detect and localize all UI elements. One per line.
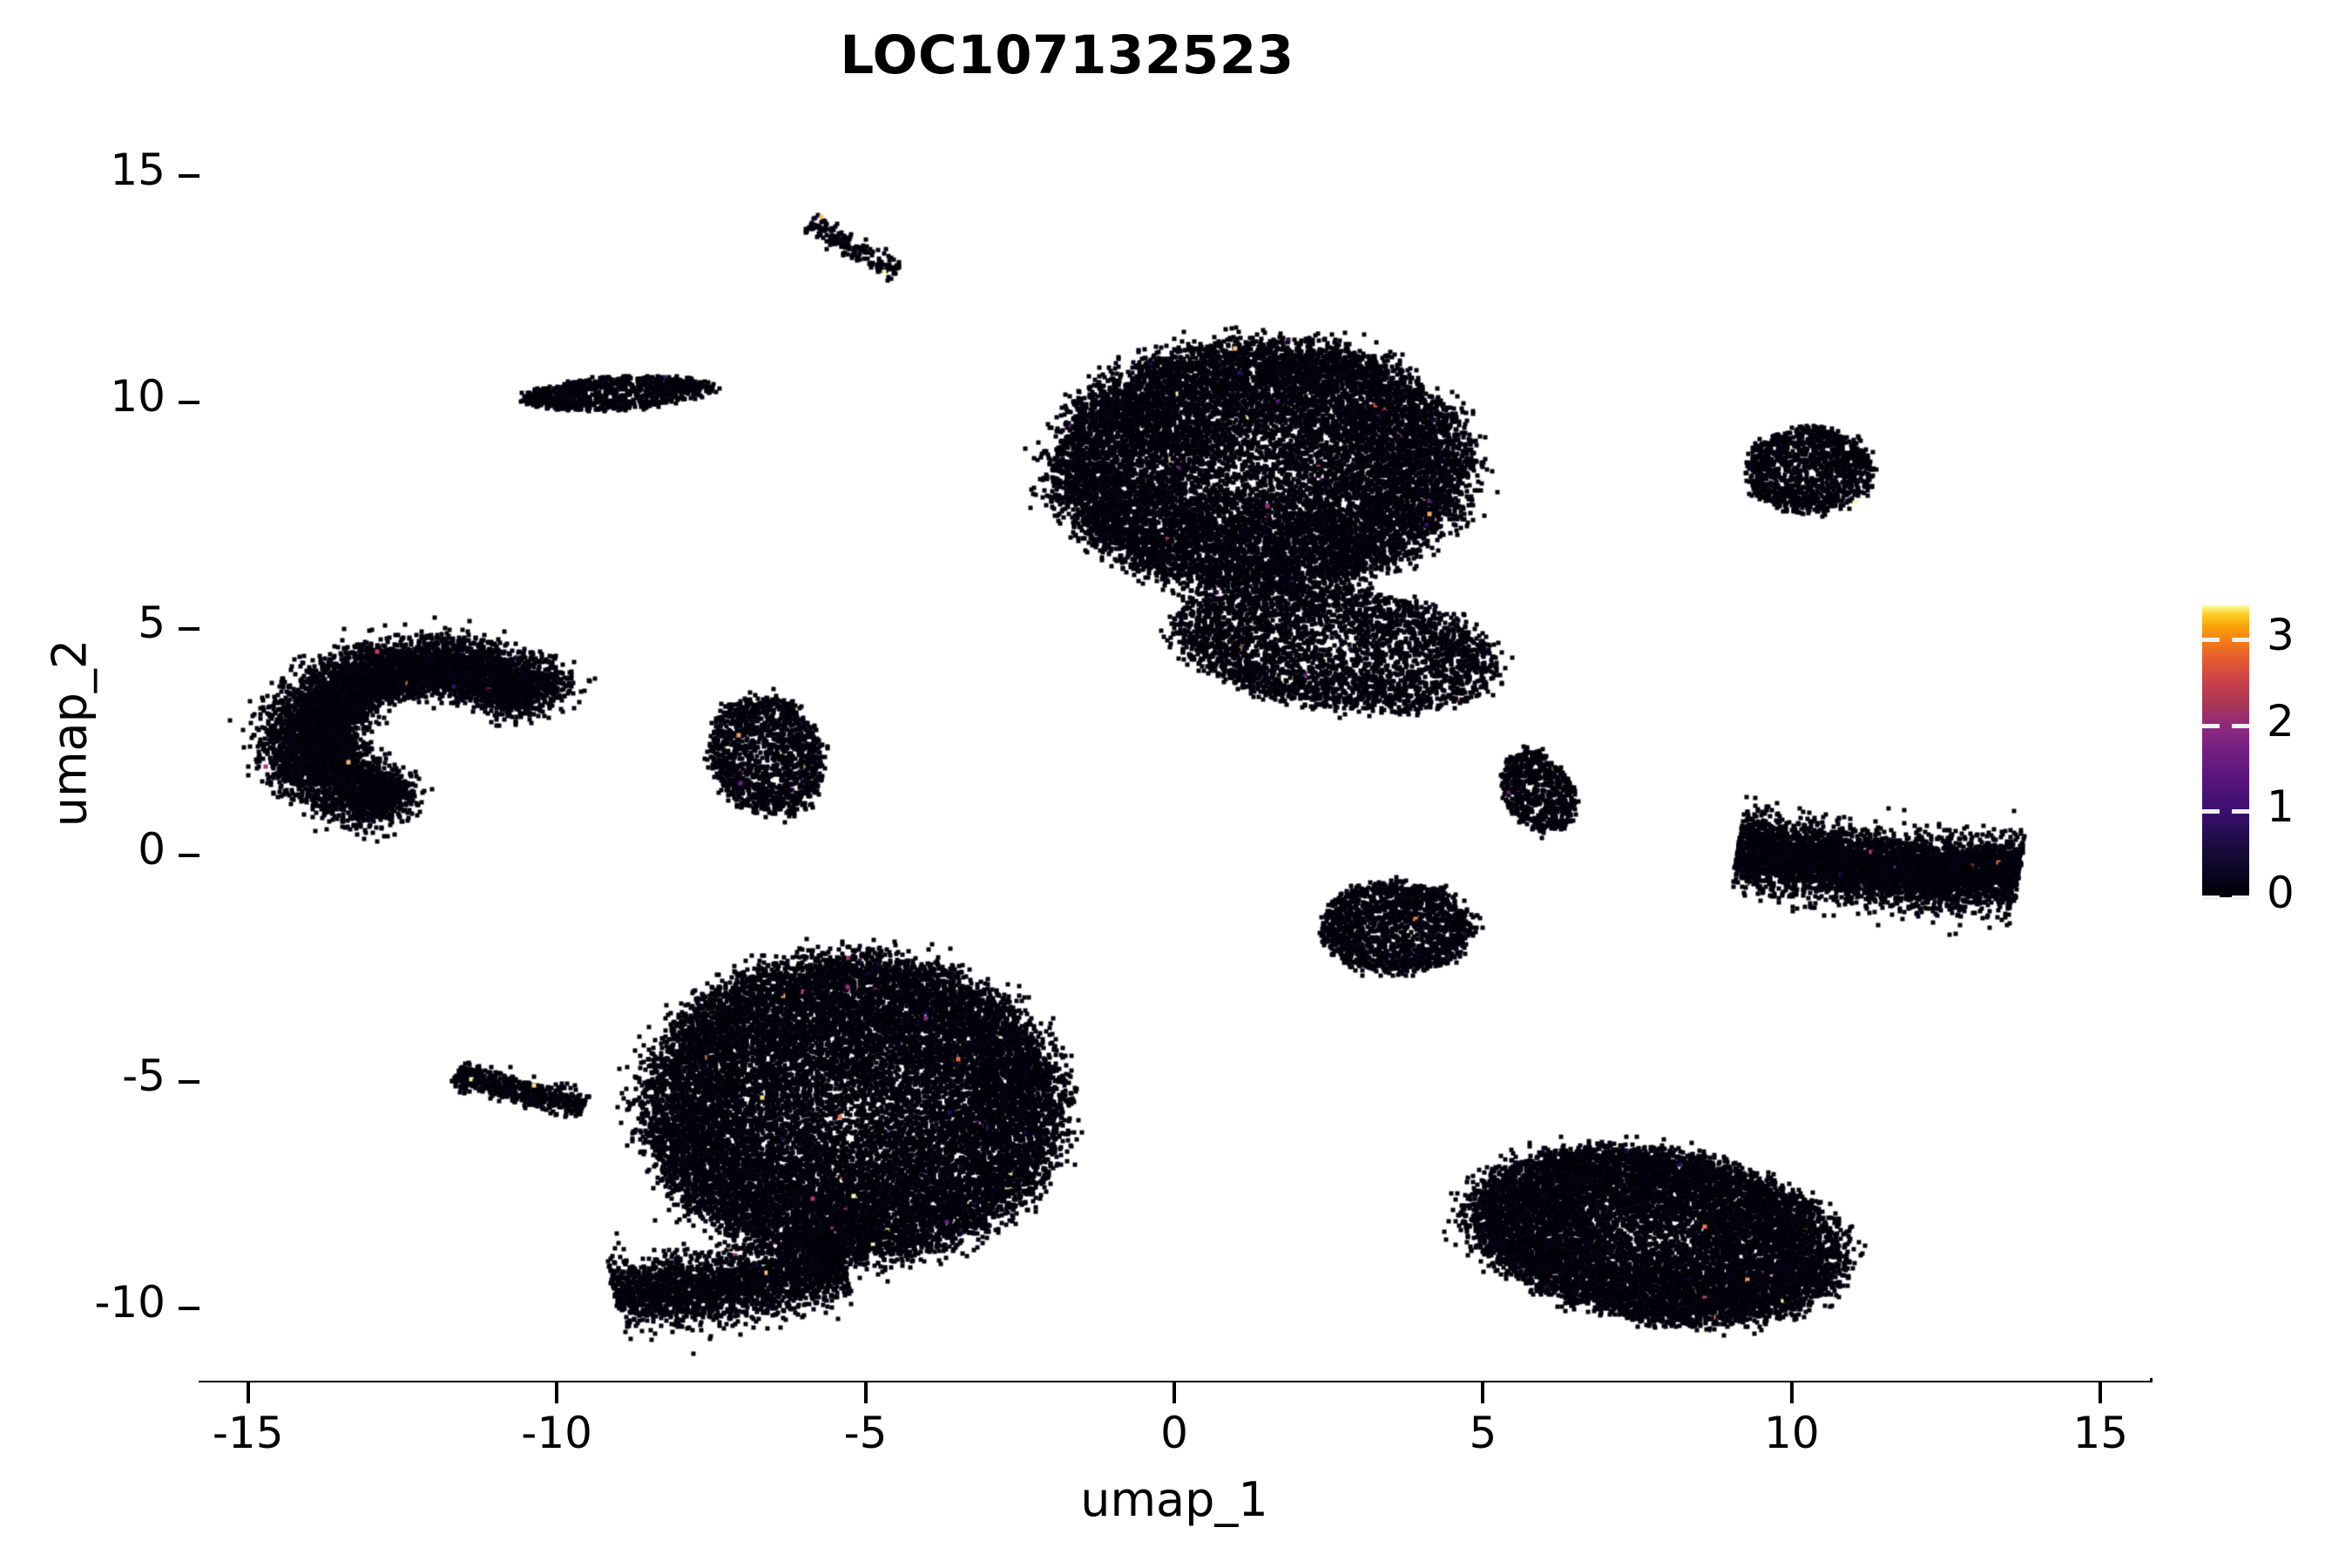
x-tick (2099, 1382, 2103, 1403)
colorbar-tick-label: 1 (2267, 781, 2295, 833)
x-tick-label: -10 (521, 1408, 592, 1458)
y-tick-label: 15 (110, 144, 166, 195)
colorbar-gradient (2202, 605, 2249, 897)
colorbar-tick (2232, 638, 2249, 643)
x-tick-label: 10 (1764, 1408, 1820, 1458)
colorbar-tick (2202, 896, 2220, 900)
colorbar-tick-label: 0 (2267, 868, 2295, 918)
y-tick-label: 5 (138, 597, 166, 648)
y-tick (179, 626, 199, 631)
colorbar-tick (2202, 638, 2220, 643)
y-tick (179, 1079, 199, 1084)
colorbar-tick (2202, 809, 2220, 814)
x-tick (1173, 1382, 1176, 1403)
colorbar-tick (2202, 723, 2220, 728)
x-tick-label: 5 (1469, 1408, 1497, 1458)
x-tick (863, 1382, 868, 1403)
x-axis-label: umap_1 (1080, 1472, 1268, 1527)
y-tick-label: -10 (94, 1276, 166, 1328)
y-tick (179, 1306, 199, 1310)
x-tick-label: 15 (2072, 1408, 2129, 1458)
colorbar-tick-label: 3 (2267, 610, 2295, 661)
y-tick (179, 400, 199, 404)
colorbar-tick-label: 2 (2267, 695, 2295, 747)
x-tick (1481, 1382, 1485, 1403)
y-tick-label: -5 (122, 1050, 166, 1101)
page-title: LOC107132523 (840, 24, 1294, 86)
x-tick (555, 1382, 559, 1403)
x-tick-label: 0 (1160, 1408, 1188, 1458)
colorbar-tick (2232, 809, 2249, 814)
scatter-canvas (199, 135, 2150, 1381)
y-tick-label: 0 (138, 823, 166, 875)
x-tick (246, 1382, 250, 1403)
plot-area (199, 135, 2150, 1381)
y-axis-label: umap_2 (42, 639, 98, 828)
x-tick (1789, 1382, 1794, 1403)
y-tick (179, 173, 199, 178)
colorbar-tick (2232, 896, 2249, 900)
colorbar: 3 2 1 0 (2202, 605, 2350, 919)
x-tick-label: -15 (212, 1408, 284, 1458)
y-tick (179, 853, 199, 857)
colorbar-tick (2232, 723, 2249, 728)
x-tick-label: -5 (843, 1408, 888, 1458)
y-tick-label: 10 (110, 370, 166, 422)
